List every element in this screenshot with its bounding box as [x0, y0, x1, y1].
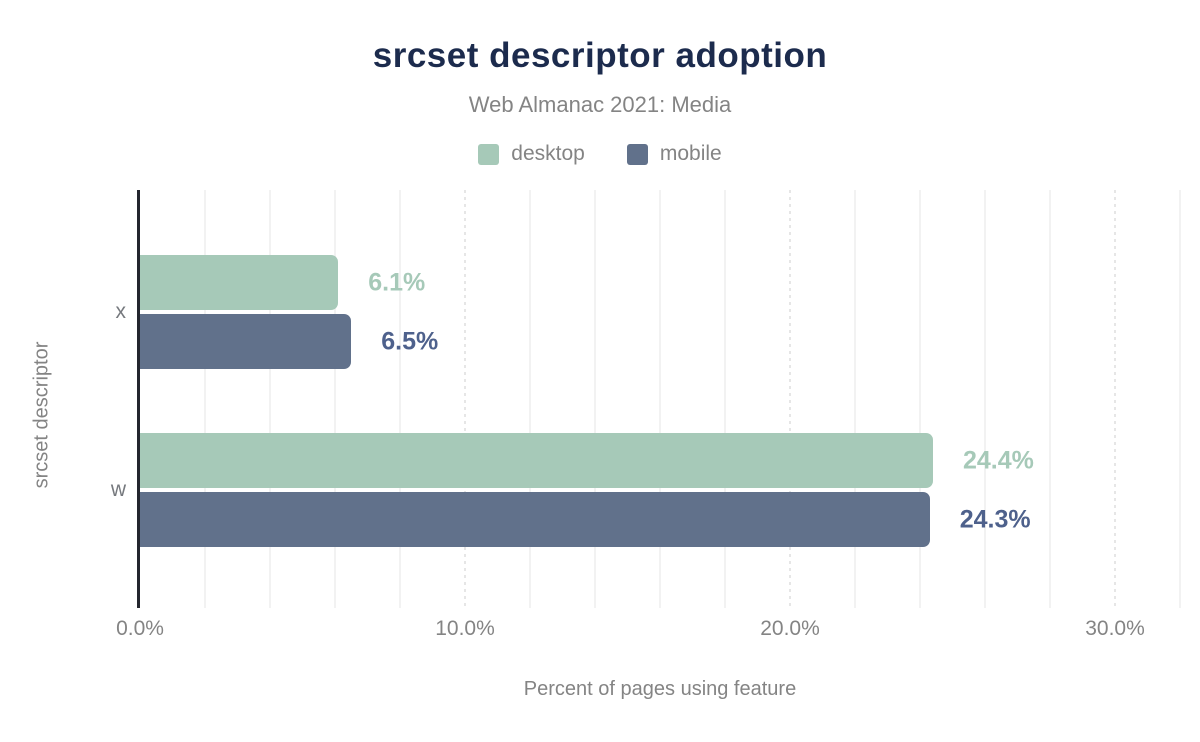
minor-gridline [854, 190, 856, 608]
x-tick-label-10: 10.0% [435, 617, 495, 640]
legend: desktop mobile [0, 142, 1200, 166]
x-tick-label-0: 0.0% [116, 617, 164, 640]
value-label-w-desktop: 24.4% [963, 446, 1034, 474]
minor-gridline [659, 190, 661, 608]
value-label-x-desktop: 6.1% [368, 268, 426, 296]
minor-gridline [269, 190, 271, 608]
minor-gridline [334, 190, 336, 608]
bar-w-desktop[interactable] [140, 433, 933, 488]
minor-gridline [919, 190, 921, 608]
minor-gridline [984, 190, 986, 608]
legend-swatch-desktop [478, 143, 500, 165]
value-label-w-mobile: 24.3% [959, 505, 1031, 533]
minor-gridline [399, 190, 401, 608]
bar-w-mobile[interactable] [140, 492, 930, 547]
minor-gridline [204, 190, 206, 608]
major-gridline [1114, 190, 1116, 608]
x-tick-label-20: 20.0% [760, 617, 820, 640]
chart-title: srcset descriptor adoption [372, 36, 828, 75]
y-axis-title: srcset descriptor [30, 341, 53, 489]
legend-item-desktop[interactable]: desktop [478, 142, 585, 166]
legend-item-mobile[interactable]: mobile [626, 142, 722, 166]
legend-label-mobile: mobile [659, 142, 722, 165]
x-tick-label-30: 30.0% [1085, 617, 1145, 640]
minor-gridline [529, 190, 531, 608]
value-label-x-mobile: 6.5% [381, 327, 439, 355]
major-gridline [789, 190, 791, 608]
major-gridline [464, 190, 466, 608]
chart-subtitle: Web Almanac 2021: Media [468, 92, 732, 117]
minor-gridline [724, 190, 726, 608]
bar-x-mobile[interactable] [140, 314, 352, 369]
minor-gridline [594, 190, 596, 608]
legend-label-desktop: desktop [511, 142, 585, 165]
legend-swatch-mobile [626, 143, 648, 165]
minor-gridline [1049, 190, 1051, 608]
minor-gridline [1179, 190, 1181, 608]
y-axis-line [137, 190, 140, 608]
category-label-w: w [110, 478, 126, 501]
category-label-x: x [115, 300, 127, 323]
x-axis-title: Percent of pages using feature [523, 678, 797, 700]
bar-x-desktop[interactable] [140, 255, 339, 310]
